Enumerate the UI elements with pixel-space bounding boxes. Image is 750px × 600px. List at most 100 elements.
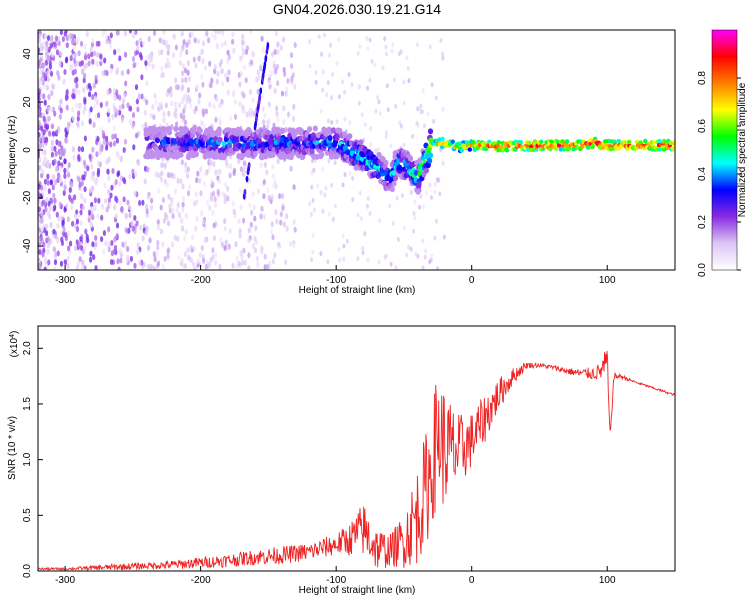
spectrogram-noise-point — [292, 219, 296, 225]
snr-x-tick-label: -100 — [326, 575, 346, 586]
colorbar-label: Normalized spectral amplitude — [737, 82, 748, 217]
spectrogram-streak-point — [246, 169, 250, 176]
spectrogram-noise-point — [59, 165, 63, 172]
spectrogram-noise-point — [87, 53, 91, 60]
spectrogram-ridge-point — [252, 151, 258, 157]
spectrogram-noise-point — [107, 107, 111, 114]
spectrogram-noise-point — [45, 84, 50, 91]
snr-y-scale-base: (x10 — [9, 337, 20, 357]
spectrogram-noise-point — [388, 203, 392, 209]
spectrogram-noise-point — [326, 259, 330, 265]
spectrogram-noise-point — [171, 207, 175, 214]
spectrogram-noise-point — [221, 30, 225, 34]
spectrogram-noise-point — [46, 173, 50, 180]
spectrogram-noise-point — [128, 173, 132, 180]
spectrogram-noise-point — [94, 74, 98, 81]
spectrogram-noise-point — [207, 261, 211, 268]
spectrogram-noise-point — [49, 70, 54, 77]
spectrogram-ridge-point — [670, 146, 675, 151]
spectrogram-noise-point — [135, 220, 139, 227]
spectrogram-noise-point — [402, 100, 406, 106]
spectrogram-noise-point — [202, 180, 206, 187]
spectrogram-noise-point — [45, 50, 49, 57]
spectrogram-noise-point — [281, 36, 286, 43]
spectrogram-noise-point — [308, 201, 312, 207]
spectrogram-noise-point — [81, 264, 85, 270]
spectrogram-noise-point — [416, 106, 420, 112]
spectrogram-noise-point — [139, 54, 143, 61]
spectrogram-noise-point — [103, 182, 107, 189]
spectrogram-noise-point — [308, 39, 311, 44]
spectrogram-noise-point — [55, 35, 59, 42]
spectrogram-noise-point — [314, 70, 318, 76]
figure-title: GN04.2026.030.19.21.G14 — [273, 1, 441, 17]
spectrogram-noise-point — [412, 228, 416, 234]
spectrogram-noise-point — [59, 50, 63, 57]
spectrogram-noise-point — [239, 166, 243, 173]
spectrogram-noise-point — [116, 171, 120, 178]
spectrogram-noise-point — [310, 170, 314, 176]
spectrogram-noise-point — [156, 260, 161, 267]
spectrogram-noise-point — [365, 36, 369, 41]
spectrogram-noise-point — [187, 76, 191, 82]
spectrogram-ridge-point — [178, 151, 184, 158]
spectrogram-noise-point — [181, 207, 185, 213]
spectrogram-noise-point — [113, 236, 117, 243]
spectrogram-noise-point — [149, 263, 153, 270]
spectrogram-noise-point — [50, 90, 54, 97]
spectrogram-noise-point — [199, 190, 203, 197]
spectrogram-noise-point — [321, 208, 325, 214]
spectrogram-noise-point — [131, 225, 135, 232]
spectrogram-noise-point — [125, 227, 129, 234]
spectrogram-noise-point — [232, 89, 236, 96]
spectrogram-noise-point — [276, 49, 280, 55]
spectrogram-streak-point — [263, 64, 266, 71]
spectrogram-ridge-point — [216, 126, 222, 133]
spectrogram-noise-point — [253, 215, 257, 222]
spectrogram-noise-point — [76, 175, 80, 182]
spectrogram-noise-point — [53, 197, 57, 204]
spectrogram-noise-point — [167, 247, 171, 254]
spectrogram-noise-point — [232, 208, 236, 215]
spectrogram-noise-point — [104, 197, 108, 204]
spectrogram-ridge-point — [143, 127, 149, 134]
spectrogram-noise-point — [363, 231, 367, 237]
spectrogram-noise-point — [358, 44, 362, 49]
spectrogram-noise-point — [430, 195, 433, 200]
spectrogram-noise-point — [141, 199, 145, 206]
spectrogram-noise-point — [267, 118, 271, 125]
spectrogram-noise-point — [255, 255, 259, 262]
spectrogram-noise-point — [115, 222, 120, 229]
spectrogram-noise-point — [118, 248, 122, 255]
spectrogram-noise-point — [239, 70, 243, 77]
spectrogram-noise-point — [63, 259, 68, 266]
spectrogram-noise-point — [292, 243, 296, 249]
spectrogram-noise-point — [42, 129, 46, 136]
spectrogram-noise-point — [92, 50, 96, 57]
spectrogram-noise-point — [114, 213, 118, 220]
spectrogram-noise-point — [97, 197, 101, 204]
spectrogram-noise-point — [366, 257, 370, 263]
spectrogram-noise-point — [71, 106, 75, 113]
spectrogram-noise-point — [242, 92, 246, 99]
spectrogram-noise-point — [178, 60, 182, 66]
spectrogram-noise-point — [136, 106, 140, 113]
spectrogram-noise-point — [241, 39, 245, 46]
spectrogram-noise-point — [133, 262, 137, 269]
snr-line — [38, 350, 675, 571]
spectrogram-noise-point — [249, 221, 253, 228]
spectrogram-noise-point — [38, 222, 42, 229]
spectrogram-noise-point — [82, 77, 86, 84]
spectrogram-noise-point — [441, 106, 445, 112]
spectrogram-noise-point — [276, 80, 280, 87]
spectrogram-noise-point — [218, 119, 222, 126]
spectrogram-noise-point — [128, 118, 132, 125]
spectrogram-noise-point — [167, 193, 171, 200]
spectrogram-noise-point — [316, 183, 320, 189]
spectrogram-noise-point — [214, 259, 218, 266]
spectrogram-noise-point — [109, 43, 113, 50]
spectrogram-ridge-point — [415, 188, 421, 195]
spectrogram-noise-point — [251, 97, 255, 104]
spectrogram-noise-point — [197, 55, 201, 62]
spectrogram-noise-point — [413, 199, 417, 205]
